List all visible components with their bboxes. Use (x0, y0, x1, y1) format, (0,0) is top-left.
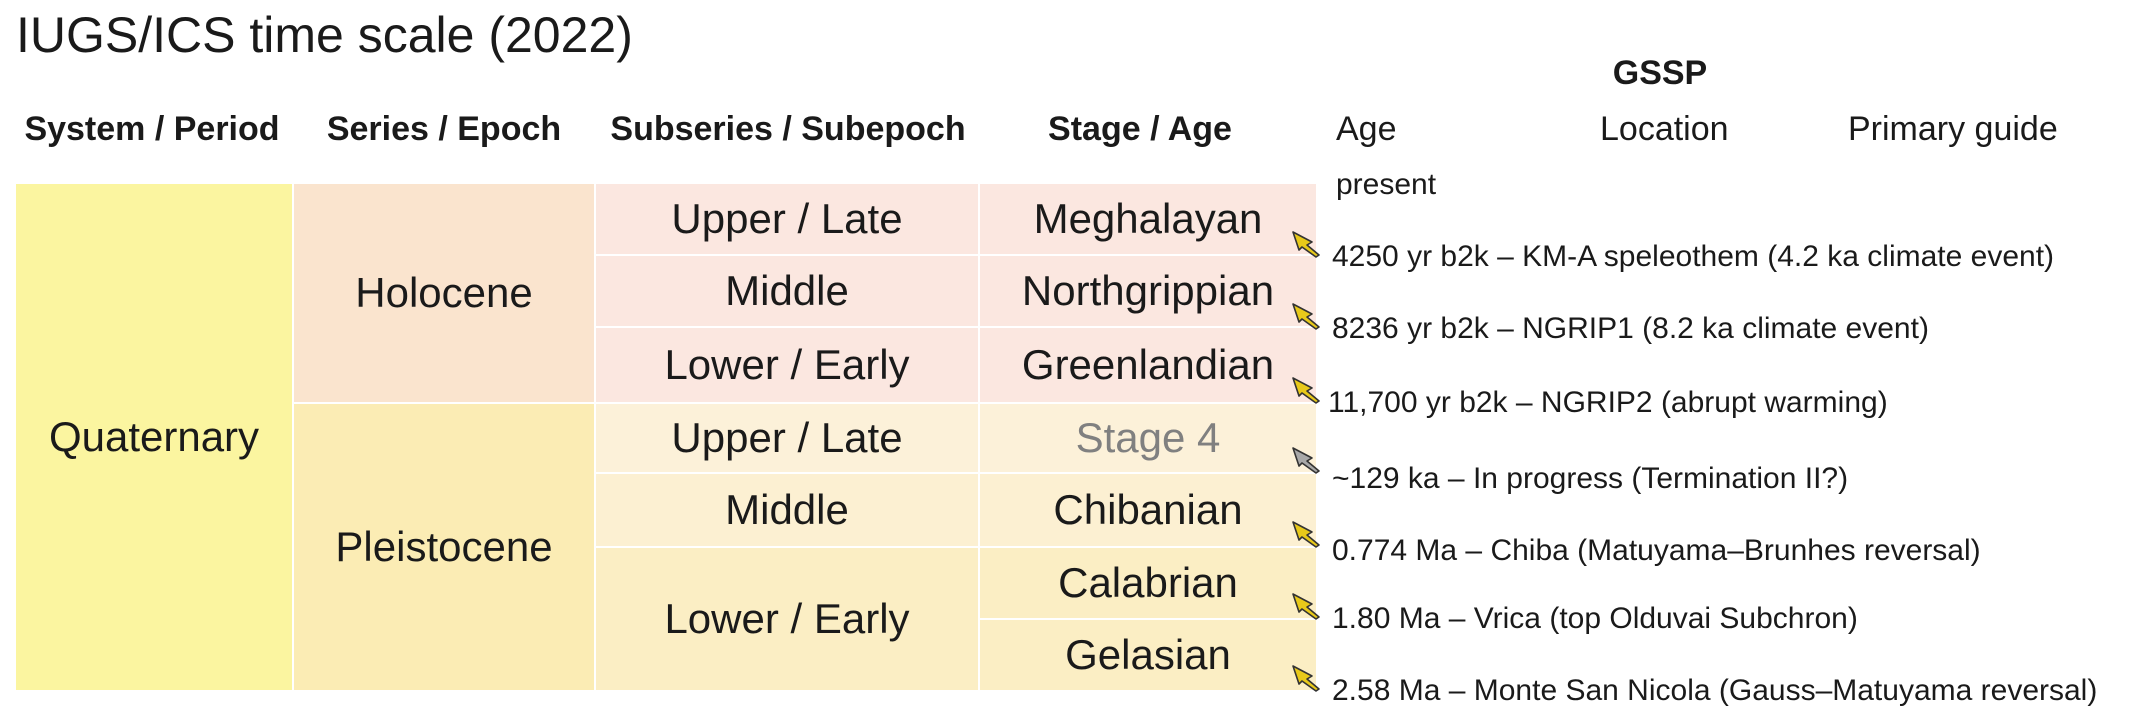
header-gssp-age: Age (1336, 110, 1397, 148)
boundary-text: 1.80 Ma – Vrica (top Olduvai Subchron) (1332, 602, 1858, 635)
stage-name: Stage 4 (1075, 414, 1221, 461)
stage-name: Greenlandian (1021, 341, 1275, 388)
boundary-text: 2.58 Ma – Monte San Nicola (Gauss–Matuya… (1332, 674, 2098, 707)
stage-cell: Meghalayan (980, 184, 1316, 254)
subseries-cell: Middle (596, 474, 978, 546)
boundary-text: 11,700 yr b2k – NGRIP2 (abrupt warming) (1328, 386, 1888, 419)
stage-name: Calabrian (1058, 559, 1238, 606)
series-name: Pleistocene (335, 523, 553, 570)
subseries-cell: Lower / Early (596, 548, 978, 690)
stage-cell: Gelasian (980, 620, 1316, 690)
boundary-text: 0.774 Ma – Chiba (Matuyama–Brunhes rever… (1332, 534, 1981, 567)
boundary-text: ~129 ka – In progress (Termination II?) (1332, 462, 1849, 495)
pending-spike-icon (1292, 447, 1320, 474)
header-series: Series / Epoch (326, 110, 562, 148)
subseries-name: Upper / Late (671, 195, 903, 242)
series-name: Holocene (355, 269, 533, 316)
stage-cell: Northgrippian (980, 256, 1316, 326)
golden-spike-icon (1292, 303, 1320, 330)
stage-name: Chibanian (1053, 486, 1243, 533)
system-name: Quaternary (48, 413, 260, 460)
subseries-cell: Middle (596, 256, 978, 326)
subseries-name: Middle (725, 486, 849, 533)
golden-spike-icon (1292, 593, 1320, 620)
header-gssp-guide: Primary guide (1848, 110, 2058, 148)
subseries-cell: Lower / Early (596, 328, 978, 402)
header-system: System / Period (24, 110, 280, 148)
subseries-name: Middle (725, 267, 849, 314)
subseries-name: Lower / Early (664, 595, 910, 642)
golden-spike-icon (1292, 377, 1320, 404)
system-cell-quaternary: Quaternary (16, 184, 292, 690)
boundary-text: 8236 yr b2k – NGRIP1 (8.2 ka climate eve… (1332, 312, 1929, 345)
page-title: IUGS/ICS time scale (2022) (16, 7, 633, 63)
series-cell-pleistocene: Pleistocene (294, 404, 594, 690)
header-gssp: GSSP (1612, 54, 1708, 92)
header-subseries: Subseries / Subepoch (610, 110, 966, 148)
stage-name: Northgrippian (1021, 267, 1275, 314)
header-gssp-location: Location (1600, 110, 1729, 148)
golden-spike-icon (1292, 521, 1320, 548)
golden-spike-icon (1292, 231, 1320, 258)
stage-name: Meghalayan (1033, 195, 1263, 242)
stage-cell: Chibanian (980, 474, 1316, 546)
subseries-name: Lower / Early (664, 341, 910, 388)
stage-cell: Calabrian (980, 548, 1316, 618)
stage-cell: Stage 4 (980, 404, 1316, 472)
header-stage: Stage / Age (1048, 110, 1232, 148)
boundary-text: 4250 yr b2k – KM-A speleothem (4.2 ka cl… (1332, 240, 2055, 273)
stage-cell: Greenlandian (980, 328, 1316, 402)
series-cell-holocene: Holocene (294, 184, 594, 402)
golden-spike-icon (1292, 665, 1320, 692)
stage-name: Gelasian (1065, 631, 1231, 678)
subseries-cell: Upper / Late (596, 184, 978, 254)
gssp-top-label: present (1336, 168, 1437, 201)
subseries-name: Upper / Late (671, 414, 903, 461)
subseries-cell: Upper / Late (596, 404, 978, 472)
